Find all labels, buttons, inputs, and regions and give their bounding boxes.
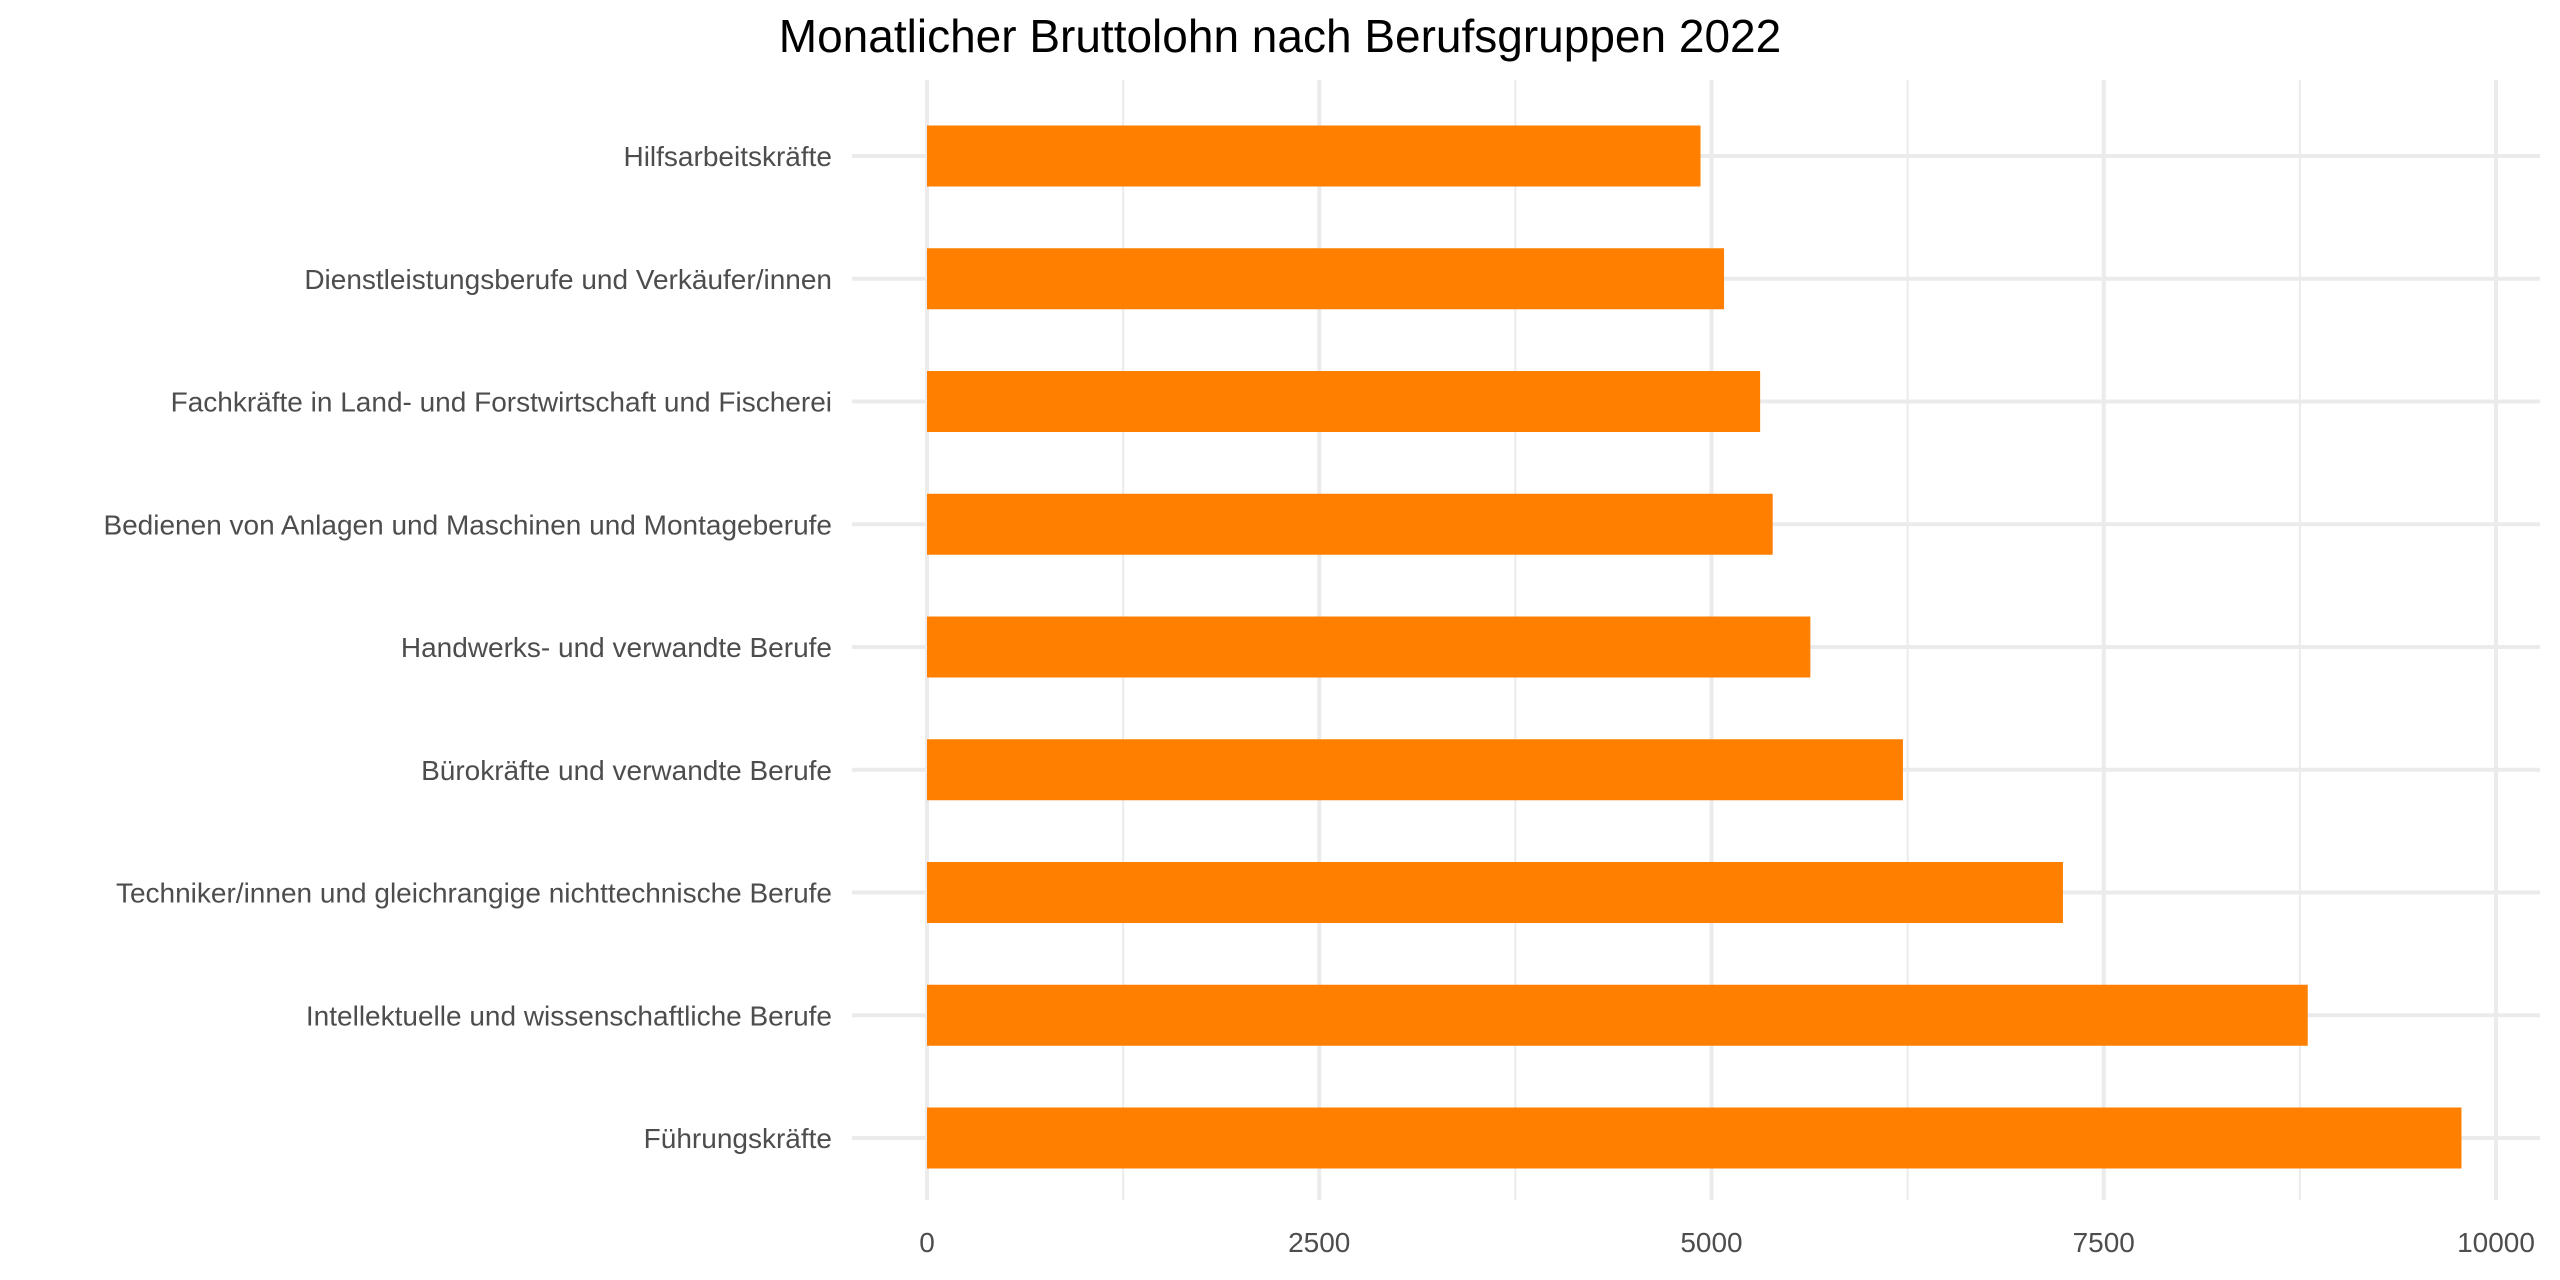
x-axis-tick-layer: 0 2500 5000 7500 10000 [919,1227,2535,1258]
category-label: Intellektuelle und wissenschaftliche Ber… [306,1000,832,1031]
bar [927,125,1701,187]
bar [927,248,1725,310]
x-tick-label: 5000 [1680,1227,1742,1258]
x-tick-label: 0 [919,1227,935,1258]
category-label: Techniker/innen und gleichrangige nichtt… [116,878,832,909]
category-label: Dienstleistungsberufe und Verkäufer/inne… [304,264,832,295]
category-label: Hilfsarbeitskräfte [623,141,832,172]
bar [927,984,2308,1046]
category-label: Führungskräfte [644,1123,832,1154]
bar [927,371,1761,432]
bar [927,616,1811,678]
category-label: Handwerks- und verwandte Berufe [401,632,832,663]
x-tick-label: 10000 [2457,1227,2535,1258]
category-label: Bedienen von Anlagen und Maschinen und M… [103,509,832,540]
category-label: Bürokräfte und verwandte Berufe [421,755,832,786]
chart-title: Monatlicher Bruttolohn nach Berufsgruppe… [779,10,1781,62]
bar [927,493,1773,555]
category-label: Fachkräfte in Land- und Forstwirtschaft … [171,387,832,418]
x-tick-label: 2500 [1288,1227,1350,1258]
bar [927,1107,2462,1169]
bar [927,739,1903,801]
category-label-layer: Hilfsarbeitskräfte Dienstleistungsberufe … [103,141,832,1154]
bar-layer [927,125,2462,1169]
bar [927,862,2063,923]
x-tick-label: 7500 [2073,1227,2135,1258]
